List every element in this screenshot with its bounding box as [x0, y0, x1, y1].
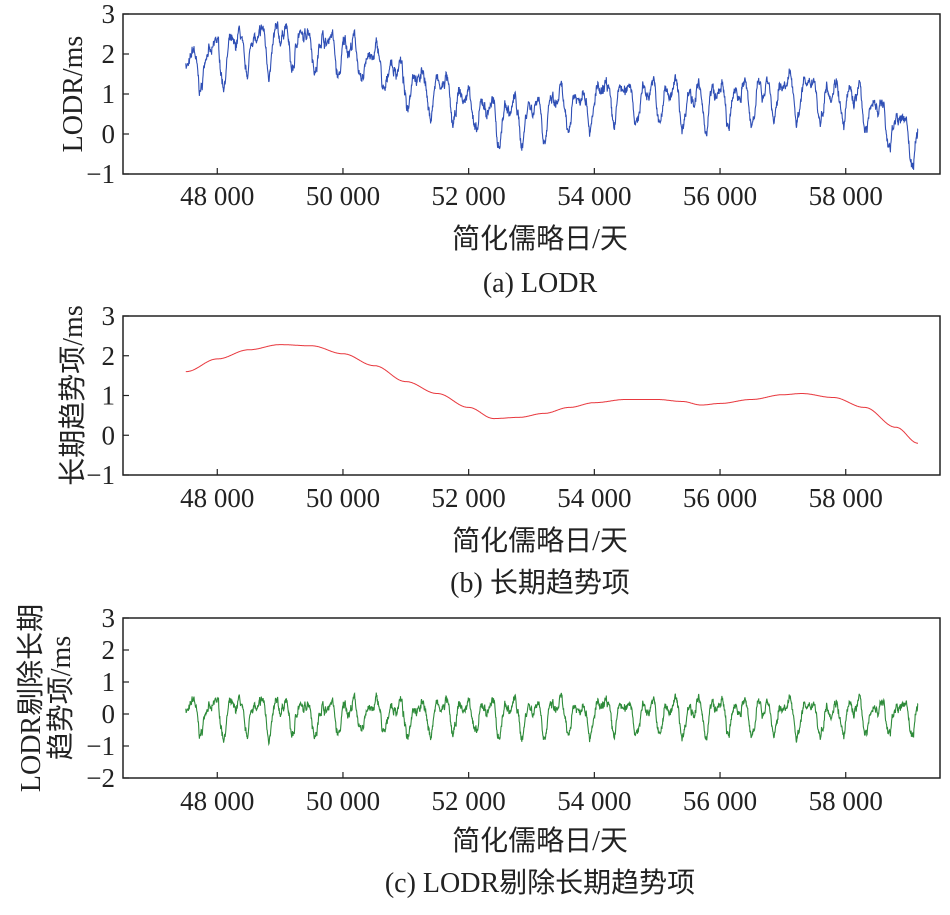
x-tick-label: 58 000: [809, 786, 883, 816]
y-tick-label: −1: [86, 731, 115, 761]
y-tick-label: 2: [102, 341, 116, 371]
x-tick-label: 50 000: [306, 786, 380, 816]
panel-a: 48 000 50 000 52 000 54 000 56 000 58 000 −1 0 1…: [58, 0, 941, 299]
panel-caption: (b) 长期趋势项: [450, 567, 630, 599]
y-tick-label: 1: [102, 79, 116, 109]
y-tick-label: 3: [102, 0, 116, 29]
plot-frame-c: [122, 617, 941, 779]
y-tick-label: 0: [102, 420, 116, 450]
y-tick-label: 2: [102, 39, 116, 69]
x-tick-label: 50 000: [306, 483, 380, 513]
x-tick-label: 52 000: [432, 786, 506, 816]
y-tick-label: 0: [102, 699, 116, 729]
x-tick-label: 56 000: [683, 483, 757, 513]
panel-caption: (c) LODR剔除长期趋势项: [385, 867, 695, 899]
x-tick-label: 48 000: [180, 483, 254, 513]
plot-frame-a: [122, 13, 941, 175]
y-tick-label: 1: [102, 667, 116, 697]
y-tick-label: 0: [102, 119, 116, 149]
x-axis-label: 简化儒略日/天: [452, 825, 628, 857]
y-axis-label: LODR剔除长期: [15, 604, 47, 792]
x-tick-label: 54 000: [557, 483, 631, 513]
y-tick-label: −1: [86, 460, 115, 490]
x-tick-label: 54 000: [557, 181, 631, 211]
x-tick-label: 48 000: [180, 181, 254, 211]
y-tick-label: −1: [86, 159, 115, 189]
y-tick-label: 3: [102, 603, 116, 633]
panel-b: 48 000 50 000 52 000 54 000 56 000 58 000 −1 0 1…: [57, 301, 941, 599]
x-tick-label: 58 000: [809, 181, 883, 211]
x-tick-label: 56 000: [683, 181, 757, 211]
x-axis-label: 简化儒略日/天: [452, 525, 628, 557]
panel-caption: (a) LODR: [483, 268, 598, 299]
x-tick-label: 50 000: [306, 181, 380, 211]
y-axis-label: 趋势项/ms: [45, 636, 77, 760]
x-tick-label: 52 000: [432, 483, 506, 513]
x-tick-label: 56 000: [683, 786, 757, 816]
series-line-c: [185, 692, 919, 747]
series-line-b: [185, 344, 918, 444]
series-line-a: [185, 21, 919, 170]
y-tick-label: 3: [102, 301, 116, 331]
x-tick-label: 58 000: [809, 483, 883, 513]
x-tick-label: 52 000: [432, 181, 506, 211]
x-tick-label: 54 000: [557, 786, 631, 816]
panel-c: 48 000 50 000 52 000 54 000 56 000 58 000 −2−1…: [15, 603, 941, 899]
x-axis-label: 简化儒略日/天: [452, 223, 628, 255]
y-axis-label: LODR/ms: [58, 36, 89, 153]
y-tick-label: 2: [102, 635, 116, 665]
y-tick-label: 1: [102, 381, 116, 411]
y-tick-label: −2: [86, 763, 115, 793]
x-tick-label: 48 000: [180, 786, 254, 816]
y-axis-label: 长期趋势项/ms: [57, 305, 89, 485]
